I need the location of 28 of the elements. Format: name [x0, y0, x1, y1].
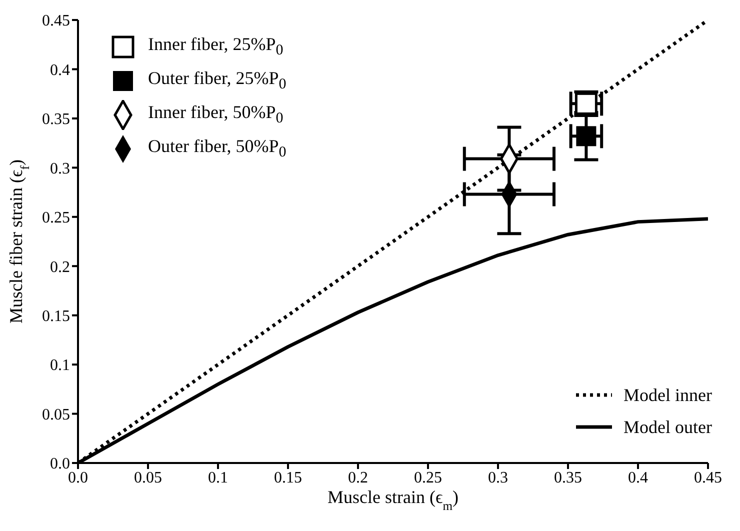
legend-label: Outer fiber, 50%P$_{0}$: [148, 136, 286, 162]
x-tick-label: 0.45: [694, 469, 722, 486]
y-tick-label: 0.0: [50, 456, 70, 473]
y-tick-label: 0.45: [42, 12, 70, 30]
legend-label: Model outer: [624, 416, 712, 438]
y-tick-label: 0.25: [42, 210, 70, 227]
point: [576, 126, 596, 146]
x-tick-label: 0.25: [414, 469, 442, 486]
y-tick-label: 0.3: [50, 160, 70, 178]
x-tick-label: 0.35: [554, 469, 582, 486]
legend-label: Inner fiber, 25%P$_{0}$: [148, 34, 284, 60]
y-tick-label: 0.1: [50, 357, 70, 374]
x-axis-title: Muscle strain (ϵ$_{m}$): [327, 487, 459, 513]
x-tick-label: 0.05: [134, 469, 162, 486]
legend-label: Inner fiber, 50%P$_{0}$: [148, 102, 284, 128]
x-tick-label: 0.15: [274, 469, 302, 486]
y-tick-label: 0.35: [42, 111, 70, 128]
x-tick-label: 0.3: [488, 469, 508, 486]
y-tick-label: 0.05: [42, 406, 70, 424]
legend-label: Model inner: [624, 384, 712, 406]
y-tick-label: 0.2: [50, 258, 70, 276]
x-tick-label: 0.2: [348, 469, 368, 486]
x-tick-label: 0.4: [628, 469, 648, 486]
x-tick-label: 0.0: [68, 469, 88, 486]
y-tick-label: 0.15: [42, 308, 70, 326]
legend-label: Outer fiber, 25%P$_{0}$: [148, 68, 286, 94]
x-tick-label: 0.1: [208, 469, 228, 486]
y-tick-label: 0.4: [50, 62, 70, 79]
